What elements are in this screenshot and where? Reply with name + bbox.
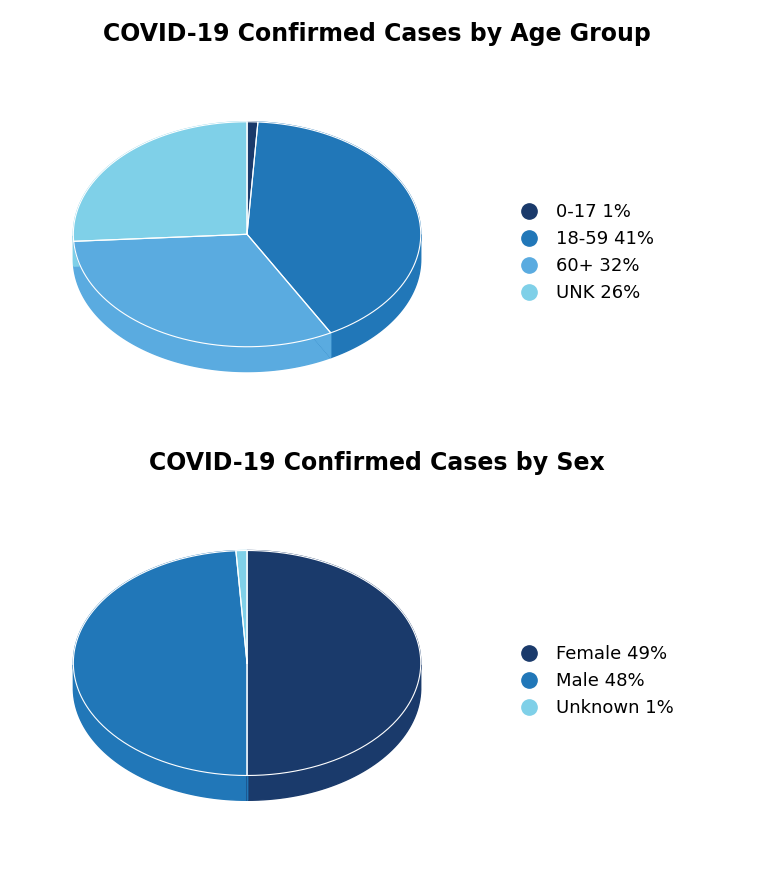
Polygon shape <box>73 234 247 266</box>
Polygon shape <box>73 665 247 800</box>
Polygon shape <box>73 122 247 241</box>
Polygon shape <box>247 665 421 800</box>
Title: COVID-19 Confirmed Cases by Sex: COVID-19 Confirmed Cases by Sex <box>149 451 604 475</box>
Legend: Female 49%, Male 48%, Unknown 1%: Female 49%, Male 48%, Unknown 1% <box>511 645 674 717</box>
Polygon shape <box>330 234 421 358</box>
Polygon shape <box>236 551 247 663</box>
Polygon shape <box>247 122 421 333</box>
Polygon shape <box>73 241 330 371</box>
Title: COVID-19 Confirmed Cases by Age Group: COVID-19 Confirmed Cases by Age Group <box>103 22 651 46</box>
Polygon shape <box>73 551 247 775</box>
Polygon shape <box>247 551 421 775</box>
Legend: 0-17 1%, 18-59 41%, 60+ 32%, UNK 26%: 0-17 1%, 18-59 41%, 60+ 32%, UNK 26% <box>511 203 654 302</box>
Polygon shape <box>247 122 258 234</box>
Polygon shape <box>247 234 330 358</box>
Polygon shape <box>247 234 330 358</box>
Polygon shape <box>73 234 330 347</box>
Polygon shape <box>73 234 247 266</box>
